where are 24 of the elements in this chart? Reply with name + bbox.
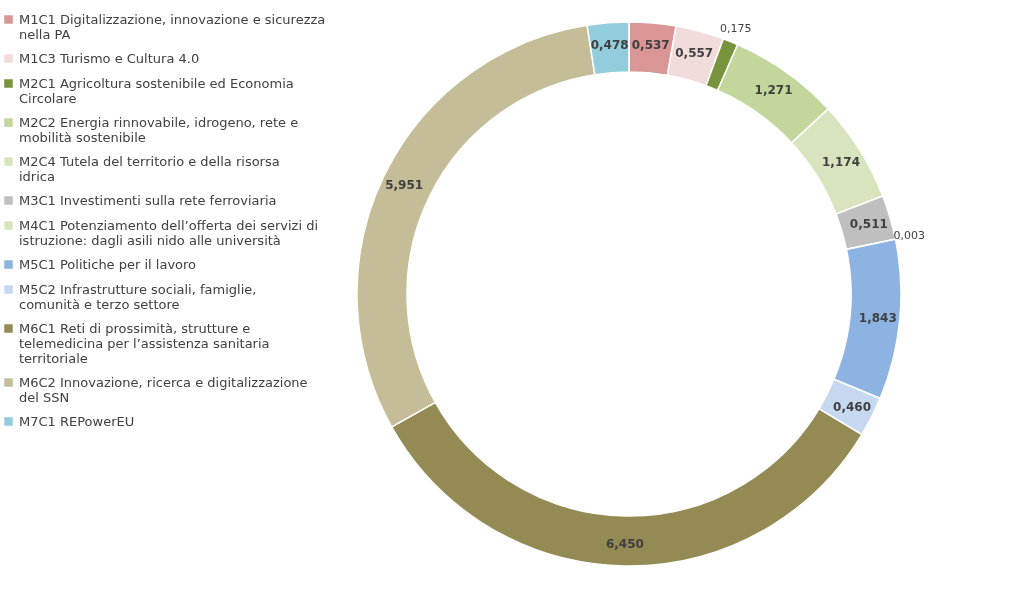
legend-label: M2C1 Agricoltura sostenibile ed Economia Circolare [19, 75, 294, 106]
legend-label: M6C2 Innovazione, ricerca e digitalizzazione del SSN [19, 374, 308, 405]
data-label: 0,003 [893, 229, 925, 243]
legend-label: M1C1 Digitalizzazione, innovazione e sicurezza nella PA [19, 11, 326, 42]
data-label: 0,537 [631, 37, 670, 52]
data-label: 5,951 [385, 177, 424, 192]
legend-label: M2C4 Tutela del territorio e della risorsa idrica [19, 153, 280, 184]
data-label: 0,460 [833, 399, 871, 414]
data-label: 6,450 [605, 536, 644, 551]
data-label: 1,271 [754, 83, 793, 98]
legend-label: M3C1 Investimenti sulla rete ferroviaria [19, 192, 277, 208]
data-label: 0,478 [590, 37, 629, 52]
legend-label: M5C2 Infrastrutture sociali, famiglie, comunità e terzo settore [19, 281, 257, 312]
data-label: 0,175 [719, 21, 752, 35]
legend-label: M1C3 Turismo e Cultura 4.0 [19, 50, 200, 66]
data-label: 1,174 [822, 154, 860, 169]
legend-label: M7C1 REPowerEU [19, 413, 135, 429]
legend-label: M6C1 Reti di prossimità, strutture e telemedicina per l’assistenza sanitaria territoriale [19, 320, 270, 366]
legend-label: M2C2 Energia rinnovabile, idrogeno, rete e mobilità sostenibile [19, 114, 299, 145]
legend-label: M4C1 Potenziamento dell’offerta dei servizi di istruzione: dagli asili nido alle università [19, 217, 319, 248]
legend-label: M5C1 Politiche per il lavoro [19, 256, 197, 272]
data-label: 1,843 [858, 311, 897, 325]
data-label: 0,511 [849, 216, 888, 231]
data-label: 0,557 [675, 45, 714, 60]
